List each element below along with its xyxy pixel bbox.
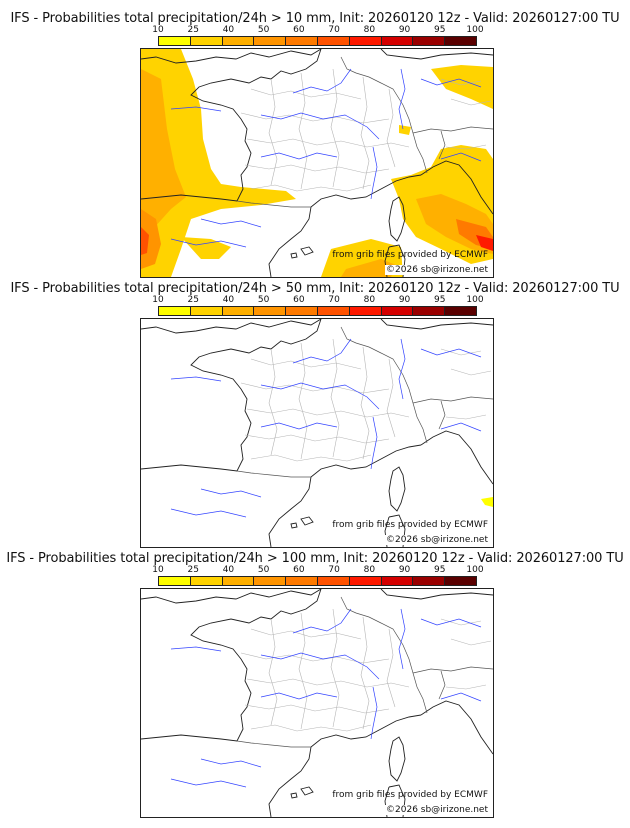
legend-swatch — [445, 577, 476, 585]
legend-tick-label: 50 — [257, 25, 270, 35]
legend-swatch — [381, 577, 414, 585]
panel-title: IFS - Probabilities total precipitation/… — [10, 281, 620, 296]
probability-field — [481, 497, 493, 507]
legend-tick-label: 80 — [363, 565, 376, 575]
legend-swatch — [190, 307, 223, 315]
probability-field — [141, 49, 493, 277]
legend-swatch — [381, 307, 414, 315]
legend-tick-label: 100 — [466, 25, 484, 35]
copyright: ©2026 sb@irizone.net — [385, 535, 489, 545]
data-credit: from grib files provided by ECMWF — [332, 250, 488, 260]
panel-100mm: IFS - Probabilities total precipitation/… — [0, 540, 630, 818]
panel-10mm: IFS - Probabilities total precipitation/… — [0, 0, 630, 278]
legend-tick-label: 90 — [398, 295, 411, 305]
legend-tick-label: 25 — [187, 25, 199, 35]
map-100mm: from grib files provided by ECMWF ©2026 … — [140, 588, 494, 818]
legend-swatch — [349, 37, 382, 45]
legend-tick-label: 60 — [293, 295, 305, 305]
legend-swatch — [286, 37, 318, 45]
legend-swatch — [222, 37, 255, 45]
legend-swatch — [254, 37, 287, 45]
legend-swatch — [317, 307, 350, 315]
legend-swatch — [286, 577, 318, 585]
legend-swatch — [190, 37, 223, 45]
legend-swatch — [190, 577, 223, 585]
legend-tick-label: 95 — [434, 25, 446, 35]
legend-tick-label: 95 — [434, 565, 446, 575]
copyright: ©2026 sb@irizone.net — [385, 805, 489, 815]
legend-swatch — [317, 37, 350, 45]
legend-ticks: 10 25 40 50 60 70 80 90 95 100 — [152, 565, 483, 575]
copyright: ©2026 sb@irizone.net — [385, 265, 489, 275]
legend-ticks: 10 25 40 50 60 70 80 90 95 100 — [152, 295, 483, 305]
legend-tick-label: 40 — [222, 25, 235, 35]
legend-tick-label: 40 — [222, 565, 235, 575]
legend-tick-label: 50 — [257, 295, 270, 305]
legend-tick-label: 95 — [434, 295, 446, 305]
panel-title: IFS - Probabilities total precipitation/… — [6, 551, 624, 566]
map-50mm: from grib files provided by ECMWF ©2026 … — [140, 318, 494, 548]
legend-tick-label: 70 — [328, 25, 340, 35]
map-10mm: from grib files provided by ECMWF ©2026 … — [140, 48, 494, 278]
legend-tick-label: 25 — [187, 295, 199, 305]
legend-tick-label: 60 — [293, 25, 305, 35]
legend-swatch — [159, 37, 191, 45]
legend-tick-label: 90 — [398, 565, 411, 575]
legend-swatch — [159, 577, 191, 585]
legend-tick-label: 10 — [152, 565, 164, 575]
legend-tick-label: 80 — [363, 295, 376, 305]
panel-50mm: IFS - Probabilities total precipitation/… — [0, 270, 630, 548]
legend-colorbar — [158, 36, 477, 46]
legend-swatch — [445, 307, 476, 315]
legend-swatch — [349, 307, 382, 315]
legend-swatch — [222, 577, 255, 585]
legend-tick-label: 70 — [328, 295, 340, 305]
legend-colorbar — [158, 306, 477, 316]
legend-tick-label: 80 — [363, 25, 376, 35]
data-credit: from grib files provided by ECMWF — [332, 790, 488, 800]
legend-ticks: 10 25 40 50 60 70 80 90 95 100 — [152, 25, 483, 35]
legend-swatch — [413, 307, 446, 315]
legend-tick-label: 40 — [222, 295, 235, 305]
legend-swatch — [413, 577, 446, 585]
legend-swatch — [159, 307, 191, 315]
legend-swatch — [413, 37, 446, 45]
data-credit: from grib files provided by ECMWF — [332, 520, 488, 530]
legend-swatch — [317, 577, 350, 585]
legend-tick-label: 100 — [466, 295, 484, 305]
panel-title: IFS - Probabilities total precipitation/… — [10, 11, 620, 26]
legend-tick-label: 25 — [187, 565, 199, 575]
legend-tick-label: 60 — [293, 565, 305, 575]
legend-tick-label: 10 — [152, 295, 164, 305]
legend-swatch — [222, 307, 255, 315]
legend-swatch — [286, 307, 318, 315]
legend-tick-label: 50 — [257, 565, 270, 575]
legend-tick-label: 100 — [466, 565, 484, 575]
legend-swatch — [254, 577, 287, 585]
legend-swatch — [349, 577, 382, 585]
legend-tick-label: 90 — [398, 25, 411, 35]
legend-tick-label: 70 — [328, 565, 340, 575]
legend-tick-label: 10 — [152, 25, 164, 35]
legend-colorbar — [158, 576, 477, 586]
legend-swatch — [445, 37, 476, 45]
legend-swatch — [254, 307, 287, 315]
legend-swatch — [381, 37, 414, 45]
